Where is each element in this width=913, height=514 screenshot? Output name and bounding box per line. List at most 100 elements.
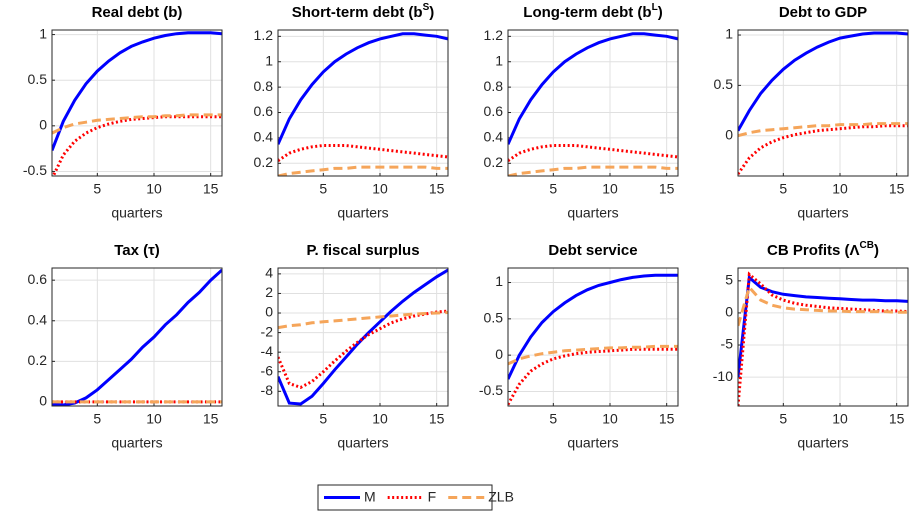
axes-box <box>51 267 223 407</box>
series-line <box>52 113 222 135</box>
plot-area <box>508 30 678 176</box>
x-tick-label: 15 <box>889 411 905 427</box>
axes-box <box>507 29 679 177</box>
x-tick-label: 5 <box>779 411 787 427</box>
series-line <box>52 115 222 176</box>
title-sup: S <box>423 2 430 13</box>
legend-label: F <box>428 489 437 505</box>
x-axis-label: quarters <box>567 205 618 221</box>
y-tick-label: 0.4 <box>28 311 48 327</box>
series-line <box>508 144 678 163</box>
series-line <box>508 165 678 176</box>
series-line <box>738 122 908 138</box>
x-tick-label: 15 <box>659 181 675 197</box>
y-tick-label: -8 <box>261 382 274 398</box>
plot-area <box>52 30 222 176</box>
series-line <box>508 32 678 145</box>
y-tick-label: 0 <box>265 304 273 320</box>
series-line <box>508 344 678 366</box>
x-tick-label: 5 <box>319 181 327 197</box>
legend: M F ZLB <box>317 484 514 511</box>
y-tick-label: 0.5 <box>714 76 734 92</box>
y-tick-label: 5 <box>725 272 733 288</box>
x-tick-label: 5 <box>549 411 557 427</box>
y-tick-label: 1 <box>265 52 273 68</box>
title-close: ) <box>429 4 434 21</box>
plot-area <box>738 30 908 176</box>
x-tick-label: 15 <box>429 411 445 427</box>
x-tick-label: 10 <box>372 181 388 197</box>
series-line <box>738 271 908 406</box>
panel: 5 10 15 -0.5 0 0.5 1 Real debt (b) quarters <box>23 4 223 221</box>
y-tick-label: 0.5 <box>28 71 48 87</box>
y-tick-label: 0.8 <box>254 78 274 94</box>
x-tick-label: 15 <box>203 411 219 427</box>
x-axis-label: quarters <box>111 435 162 451</box>
chart-title: CB Profits (ΛCB) <box>767 240 879 259</box>
axes-box <box>507 267 679 407</box>
x-axis-label: quarters <box>337 435 388 451</box>
chart-title: Real debt (b) <box>92 4 183 21</box>
y-tick-label: 0 <box>725 126 733 142</box>
y-tick-label: 0.4 <box>484 129 504 145</box>
x-axis-label: quarters <box>111 205 162 221</box>
y-tick-label: 0.6 <box>28 271 48 287</box>
chart-title: Tax (τ) <box>114 242 160 259</box>
axes-box <box>51 29 223 177</box>
panel: 5 10 15 -8 -6 -4 -2 0 2 4 P. fiscal surplus quarter… <box>261 242 449 451</box>
title-close: ) <box>874 242 879 259</box>
plot-area <box>52 268 222 406</box>
axes-box <box>737 29 909 177</box>
x-tick-label: 5 <box>549 181 557 197</box>
y-tick-label: 0.4 <box>254 129 274 145</box>
y-tick-label: -2 <box>261 323 274 339</box>
y-tick-label: 0.6 <box>254 103 274 119</box>
y-tick-label: 0.6 <box>484 103 504 119</box>
title-text: CB Profits (Λ <box>767 242 860 259</box>
y-tick-label: 1 <box>725 26 733 42</box>
y-tick-label: 0.2 <box>28 352 48 368</box>
y-tick-label: -10 <box>713 368 733 384</box>
axes-box <box>277 29 449 177</box>
panel: 5 10 15 0.2 0.4 0.6 0.8 1 1.2 Long-term debt (bL)… <box>484 2 679 221</box>
legend-label: ZLB <box>488 489 514 505</box>
plot-area <box>508 268 678 406</box>
title-text: Long-term debt (b <box>523 4 651 21</box>
y-tick-label: -0.5 <box>479 382 503 398</box>
plot-area <box>278 30 448 176</box>
series-line <box>278 144 448 163</box>
series-line <box>738 31 908 132</box>
panel: 5 10 15 0 0.2 0.4 0.6 Tax (τ) quarters <box>28 242 223 451</box>
chart-title: Short-term debt (bS) <box>292 2 435 21</box>
x-tick-label: 5 <box>779 181 787 197</box>
y-tick-label: 0.2 <box>254 154 274 170</box>
chart-title: Long-term debt (bL) <box>523 2 662 21</box>
x-axis-label: quarters <box>567 435 618 451</box>
chart-title: P. fiscal surplus <box>306 242 419 259</box>
y-tick-label: -6 <box>261 362 274 378</box>
series-line <box>738 124 908 175</box>
series-line <box>278 32 448 145</box>
x-tick-label: 5 <box>93 181 101 197</box>
title-close: ) <box>658 4 663 21</box>
y-tick-label: 0 <box>725 304 733 320</box>
y-tick-label: 1.2 <box>484 27 504 43</box>
x-tick-label: 10 <box>146 411 162 427</box>
panel: 5 10 15 -0.5 0 0.5 1 Debt service quarters <box>479 242 679 451</box>
y-tick-label: 0.5 <box>484 310 504 326</box>
axes-box <box>277 267 449 407</box>
x-axis-label: quarters <box>797 205 848 221</box>
x-tick-label: 10 <box>146 181 162 197</box>
y-tick-label: 4 <box>265 265 273 281</box>
x-tick-label: 15 <box>889 181 905 197</box>
series-line <box>278 311 448 330</box>
series-line <box>278 268 448 406</box>
y-tick-label: 1 <box>495 52 503 68</box>
x-tick-label: 15 <box>203 181 219 197</box>
series-line <box>508 273 678 380</box>
title-sup: CB <box>860 240 874 251</box>
y-tick-label: -4 <box>261 343 274 359</box>
axes-box <box>737 267 909 407</box>
series-line <box>738 284 908 327</box>
legend-label: M <box>364 489 376 505</box>
